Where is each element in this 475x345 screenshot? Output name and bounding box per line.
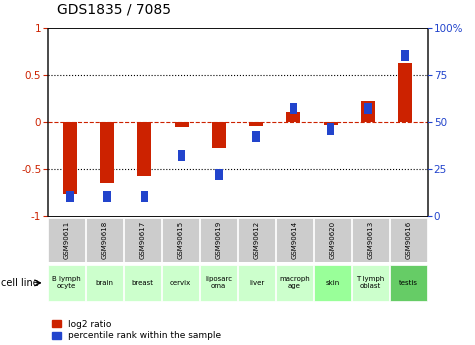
- Text: GSM90614: GSM90614: [292, 221, 297, 259]
- Text: GSM90617: GSM90617: [140, 221, 145, 259]
- Bar: [401, 50, 409, 61]
- Bar: [66, 191, 74, 203]
- Text: GSM90616: GSM90616: [406, 221, 411, 259]
- Text: cervix: cervix: [170, 280, 191, 286]
- Bar: [361, 101, 375, 121]
- Bar: [390, 265, 427, 301]
- Text: GDS1835 / 7085: GDS1835 / 7085: [57, 3, 171, 17]
- Text: GSM90612: GSM90612: [254, 221, 259, 259]
- Bar: [200, 218, 237, 262]
- Bar: [249, 121, 263, 126]
- Bar: [238, 218, 275, 262]
- Bar: [276, 218, 313, 262]
- Text: macroph
age: macroph age: [279, 276, 310, 289]
- Bar: [290, 103, 297, 114]
- Bar: [323, 121, 338, 125]
- Bar: [286, 112, 301, 121]
- Text: breast: breast: [132, 280, 153, 286]
- Text: T lymph
oblast: T lymph oblast: [356, 276, 385, 289]
- Bar: [200, 265, 237, 301]
- Bar: [352, 218, 389, 262]
- Text: testis: testis: [399, 280, 418, 286]
- Bar: [86, 265, 123, 301]
- Bar: [162, 218, 199, 262]
- Bar: [327, 124, 334, 135]
- Text: brain: brain: [95, 280, 114, 286]
- Bar: [48, 218, 85, 262]
- Bar: [215, 169, 223, 180]
- Bar: [276, 265, 313, 301]
- Bar: [124, 218, 161, 262]
- Bar: [238, 265, 275, 301]
- Text: GSM90611: GSM90611: [64, 221, 69, 259]
- Text: liver: liver: [249, 280, 264, 286]
- Bar: [141, 191, 148, 203]
- Bar: [314, 265, 351, 301]
- Bar: [398, 63, 412, 121]
- Text: B lymph
ocyte: B lymph ocyte: [52, 276, 81, 289]
- Bar: [314, 218, 351, 262]
- Bar: [86, 218, 123, 262]
- Text: GSM90615: GSM90615: [178, 221, 183, 259]
- Text: GSM90620: GSM90620: [330, 221, 335, 259]
- Bar: [162, 265, 199, 301]
- Bar: [124, 265, 161, 301]
- Bar: [390, 218, 427, 262]
- Bar: [174, 121, 189, 127]
- Text: GSM90618: GSM90618: [102, 221, 107, 259]
- Bar: [100, 121, 114, 183]
- Text: GSM90613: GSM90613: [368, 221, 373, 259]
- Bar: [252, 131, 260, 142]
- Text: cell line: cell line: [1, 278, 38, 288]
- Bar: [104, 191, 111, 203]
- Bar: [48, 265, 85, 301]
- Bar: [352, 265, 389, 301]
- Bar: [137, 121, 152, 176]
- Bar: [178, 150, 185, 161]
- Text: liposarc
oma: liposarc oma: [205, 276, 232, 289]
- Bar: [364, 103, 371, 114]
- Text: skin: skin: [325, 280, 340, 286]
- Bar: [212, 121, 226, 148]
- Bar: [63, 121, 77, 194]
- Legend: log2 ratio, percentile rank within the sample: log2 ratio, percentile rank within the s…: [52, 320, 221, 341]
- Text: GSM90619: GSM90619: [216, 221, 221, 259]
